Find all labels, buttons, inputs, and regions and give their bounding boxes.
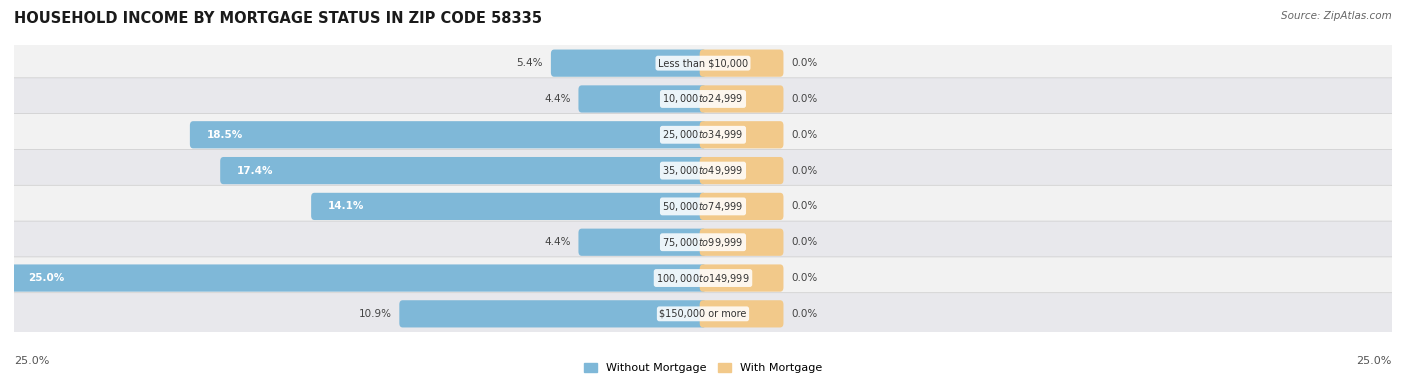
FancyBboxPatch shape: [10, 149, 1396, 192]
FancyBboxPatch shape: [11, 264, 706, 292]
FancyBboxPatch shape: [311, 193, 706, 220]
FancyBboxPatch shape: [221, 157, 706, 184]
Text: Less than $10,000: Less than $10,000: [658, 58, 748, 68]
Text: 14.1%: 14.1%: [328, 201, 364, 211]
FancyBboxPatch shape: [399, 300, 706, 328]
Text: 5.4%: 5.4%: [516, 58, 543, 68]
FancyBboxPatch shape: [190, 121, 706, 149]
FancyBboxPatch shape: [10, 185, 1396, 228]
Text: 4.4%: 4.4%: [544, 237, 571, 247]
Text: 0.0%: 0.0%: [792, 309, 817, 319]
Text: 0.0%: 0.0%: [792, 94, 817, 104]
Text: 10.9%: 10.9%: [359, 309, 392, 319]
FancyBboxPatch shape: [700, 85, 783, 113]
FancyBboxPatch shape: [700, 264, 783, 292]
Text: 17.4%: 17.4%: [238, 166, 274, 176]
Text: 0.0%: 0.0%: [792, 201, 817, 211]
FancyBboxPatch shape: [10, 78, 1396, 120]
Text: 0.0%: 0.0%: [792, 166, 817, 176]
FancyBboxPatch shape: [10, 42, 1396, 84]
FancyBboxPatch shape: [700, 300, 783, 328]
Text: $50,000 to $74,999: $50,000 to $74,999: [662, 200, 744, 213]
Text: 0.0%: 0.0%: [792, 237, 817, 247]
FancyBboxPatch shape: [551, 49, 706, 77]
Text: $25,000 to $34,999: $25,000 to $34,999: [662, 128, 744, 141]
Text: $75,000 to $99,999: $75,000 to $99,999: [662, 236, 744, 249]
FancyBboxPatch shape: [10, 257, 1396, 299]
Text: 25.0%: 25.0%: [28, 273, 65, 283]
Text: 25.0%: 25.0%: [1357, 356, 1392, 366]
FancyBboxPatch shape: [10, 113, 1396, 156]
FancyBboxPatch shape: [578, 85, 706, 113]
FancyBboxPatch shape: [700, 157, 783, 184]
FancyBboxPatch shape: [578, 228, 706, 256]
Text: $35,000 to $49,999: $35,000 to $49,999: [662, 164, 744, 177]
FancyBboxPatch shape: [700, 121, 783, 149]
Text: $10,000 to $24,999: $10,000 to $24,999: [662, 92, 744, 106]
FancyBboxPatch shape: [10, 221, 1396, 264]
Text: 4.4%: 4.4%: [544, 94, 571, 104]
FancyBboxPatch shape: [700, 228, 783, 256]
Legend: Without Mortgage, With Mortgage: Without Mortgage, With Mortgage: [579, 358, 827, 377]
Text: 0.0%: 0.0%: [792, 273, 817, 283]
FancyBboxPatch shape: [10, 293, 1396, 335]
Text: 18.5%: 18.5%: [207, 130, 243, 140]
FancyBboxPatch shape: [700, 193, 783, 220]
FancyBboxPatch shape: [700, 49, 783, 77]
Text: 0.0%: 0.0%: [792, 58, 817, 68]
Text: 25.0%: 25.0%: [14, 356, 49, 366]
Text: $150,000 or more: $150,000 or more: [659, 309, 747, 319]
Text: 0.0%: 0.0%: [792, 130, 817, 140]
Text: Source: ZipAtlas.com: Source: ZipAtlas.com: [1281, 11, 1392, 21]
Text: $100,000 to $149,999: $100,000 to $149,999: [657, 271, 749, 285]
Text: HOUSEHOLD INCOME BY MORTGAGE STATUS IN ZIP CODE 58335: HOUSEHOLD INCOME BY MORTGAGE STATUS IN Z…: [14, 11, 543, 26]
